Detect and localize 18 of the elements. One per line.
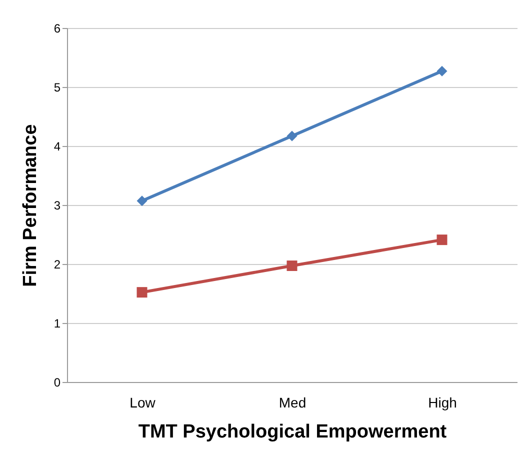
y-tick-label: 6 [54,22,61,36]
x-tick-label: Med [278,394,306,410]
x-axis-title: TMT Psychological Empowerment [138,422,448,442]
point [136,287,148,298]
point [286,130,298,142]
point [136,196,148,206]
y-tick-label: 4 [54,140,61,154]
point [286,260,298,272]
y-tick-label: 0 [54,376,61,390]
point [436,66,448,76]
y-tick-label: 3 [54,198,61,212]
y-axis-title: Firm Performance [20,124,41,287]
x-tick-label: Low [130,394,156,410]
x-tick-label: High [428,394,457,410]
y-tick-label: 2 [54,258,61,272]
point [436,234,448,246]
y-tick-label: 5 [54,80,61,94]
y-tick-label: 1 [54,316,61,330]
